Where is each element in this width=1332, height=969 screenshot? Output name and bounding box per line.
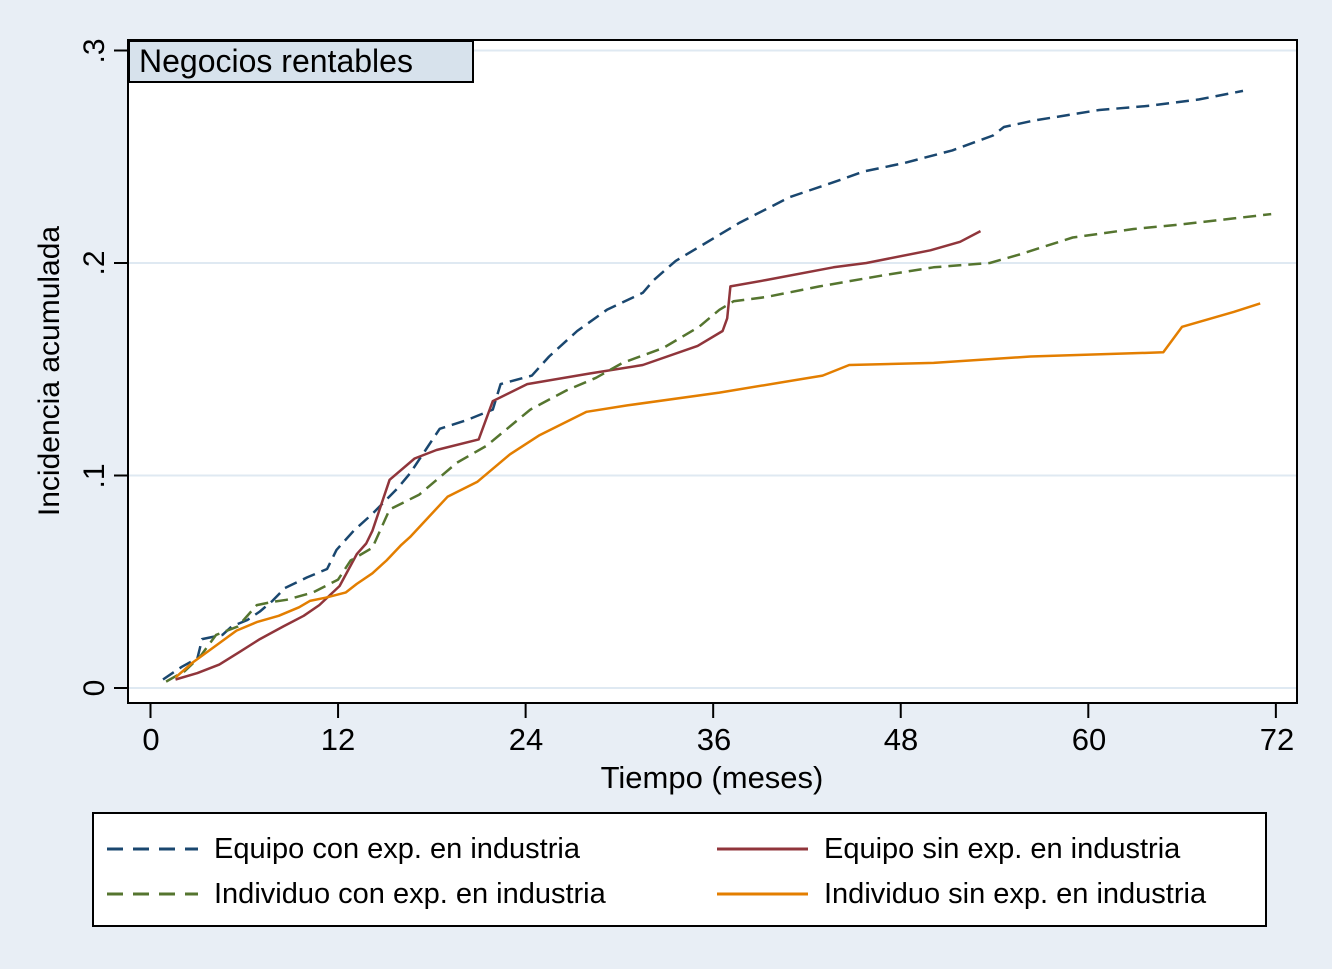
x-tick-label-24: 24 <box>508 722 544 757</box>
x-axis-title: Tiempo (meses) <box>600 760 824 795</box>
legend-label-individuo-con-exp: Individuo con exp. en industria <box>214 878 606 910</box>
y-tick-label-0: 0 <box>78 679 111 697</box>
y-tick-label-3: .3 <box>78 38 111 64</box>
legend-label-individuo-sin-exp: Individuo sin exp. en industria <box>824 878 1207 910</box>
series-line-equipo-sin-exp <box>175 229 982 681</box>
legend-sample-individuo-con-exp <box>107 892 198 896</box>
legend: Equipo con exp. en industria Equipo sin … <box>92 812 1267 927</box>
x-tick-label-60: 60 <box>1071 722 1107 757</box>
x-tick-label-12: 12 <box>320 722 356 757</box>
series-line-individuo-sin-exp <box>174 302 1261 679</box>
legend-label-equipo-con-exp: Equipo con exp. en industria <box>214 833 580 865</box>
legend-label-equipo-sin-exp: Equipo sin exp. en industria <box>824 833 1181 865</box>
x-tick-label-72: 72 <box>1259 722 1295 757</box>
x-tick-label-48: 48 <box>883 722 919 757</box>
legend-sample-equipo-con-exp <box>107 847 198 851</box>
y-axis-title: Incidencia acumulada <box>33 225 66 517</box>
legend-sample-equipo-sin-exp <box>717 847 808 851</box>
y-tick-label-1: .1 <box>78 463 111 489</box>
plot-background <box>128 40 1297 703</box>
legend-sample-individuo-sin-exp <box>717 892 808 896</box>
plot-title: Negocios rentables <box>139 43 413 79</box>
x-tick-label-0: 0 <box>142 722 160 757</box>
series-line-individuo-con-exp <box>165 212 1272 683</box>
plot-border <box>127 39 1298 704</box>
x-tick-label-36: 36 <box>696 722 732 757</box>
y-tick-label-2: .2 <box>78 250 111 276</box>
series-line-equipo-con-exp <box>162 89 1244 681</box>
plot-title-box: Negocios rentables <box>128 40 474 83</box>
